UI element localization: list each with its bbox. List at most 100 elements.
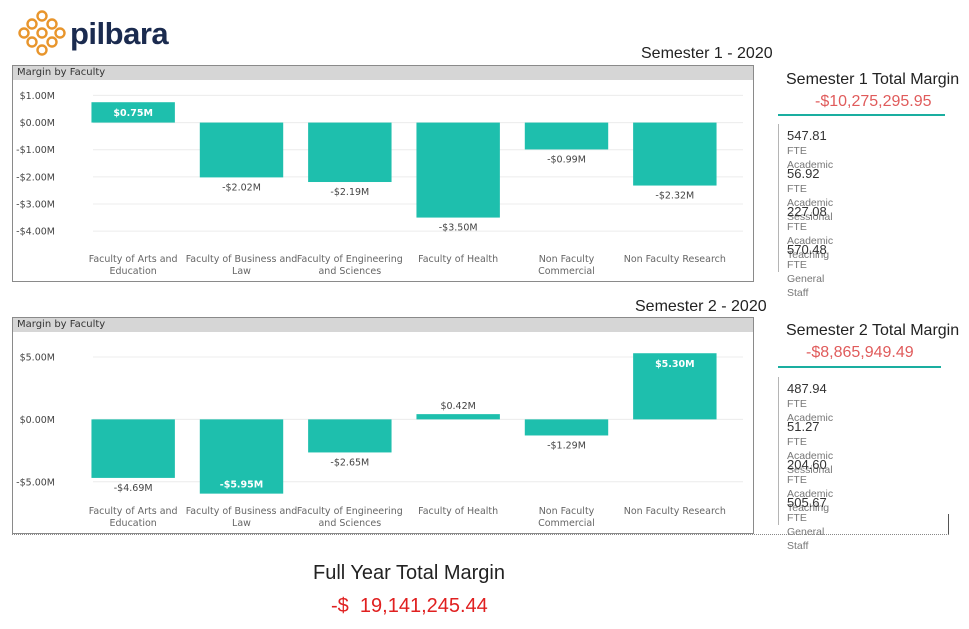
y-tick-label: $0.00M — [20, 415, 55, 426]
y-tick-label: $0.00M — [20, 118, 55, 129]
kpi-label: FTE Academic Teaching — [787, 474, 834, 514]
kpi-label: FTE Academic Teaching — [787, 221, 834, 261]
x-tick-label: Commercial — [538, 266, 595, 277]
kpi-fte-general-staff: 505.67 FTE General Staff — [787, 495, 827, 553]
bar[interactable] — [524, 419, 609, 436]
x-tick-label: Faculty of Arts and — [89, 254, 178, 265]
kpi-value: 56.92 — [787, 166, 820, 181]
x-tick-label: and Sciences — [318, 266, 381, 277]
data-label: -$2.02M — [222, 182, 261, 193]
x-tick-label: Non Faculty — [539, 254, 595, 265]
kpi-fte-academic-teaching: 227.08 FTE Academic Teaching — [787, 204, 833, 262]
x-tick-label: Education — [110, 266, 157, 277]
full-year-title: Full Year Total Margin — [313, 562, 505, 584]
kpi-label: FTE Academic Sessional — [787, 436, 834, 476]
kpi-value: 505.67 — [787, 495, 827, 510]
y-tick-label: -$1.00M — [16, 145, 55, 156]
x-tick-label: Law — [232, 266, 251, 277]
kpi-fte-academic: 487.94 FTE Academic — [787, 381, 833, 425]
bar[interactable] — [91, 419, 175, 478]
semester1-margin-chart: Margin by Faculty $1.00M $0.00M -$1.00M -$2… — [12, 65, 754, 282]
bar[interactable] — [91, 102, 175, 123]
x-tick-label: and Sciences — [318, 518, 381, 529]
chart-title: Margin by Faculty — [17, 319, 106, 330]
kpi-value: 570.48 — [787, 242, 827, 257]
section-divider-edge — [948, 514, 949, 534]
semester1-total-value: -$10,275,295.95 — [815, 93, 932, 110]
x-tick-label: Faculty of Health — [418, 254, 498, 265]
data-label: $5.30M — [655, 359, 695, 370]
data-label: -$4.69M — [114, 483, 153, 494]
semester1-title: Semester 1 - 2020 — [641, 45, 773, 62]
kpi-fte-academic: 547.81 FTE Academic — [787, 128, 833, 172]
x-tick-label: Non Faculty Research — [624, 254, 726, 265]
kpi-fte-academic-sessional: 51.27 FTE Academic Sessional — [787, 419, 833, 477]
data-label: -$0.99M — [547, 154, 586, 165]
y-tick-label: $5.00M — [20, 352, 55, 363]
bar[interactable] — [524, 122, 609, 150]
kpi-fte-academic-teaching: 204.60 FTE Academic Teaching — [787, 457, 833, 515]
semester2-total-value: -$8,865,949.49 — [806, 344, 914, 361]
x-tick-label: Faculty of Arts and — [89, 506, 178, 517]
data-label: $0.75M — [113, 108, 153, 119]
semester2-total-title: Semester 2 Total Margin — [786, 322, 960, 339]
kpi-fte-academic-sessional: 56.92 FTE Academic Sessional — [787, 166, 833, 224]
x-tick-label: Faculty of Business and — [186, 254, 298, 265]
kpi-label: FTE Academic Sessional — [787, 183, 834, 223]
kpi-value: 51.27 — [787, 419, 820, 434]
data-label: $0.42M — [440, 401, 475, 412]
pilbara-logo-icon — [18, 10, 66, 56]
y-tick-label: $1.00M — [20, 91, 55, 102]
kpi-label: FTE Academic — [787, 398, 834, 424]
x-tick-label: Faculty of Engineering — [297, 254, 403, 265]
data-label: -$1.29M — [547, 440, 586, 451]
bar[interactable] — [633, 353, 717, 420]
bar[interactable] — [416, 122, 500, 218]
kpi-fte-general-staff: 570.48 FTE General Staff — [787, 242, 827, 300]
semester2-total-underline — [778, 366, 941, 368]
chart-title: Margin by Faculty — [17, 67, 106, 78]
data-label: -$2.32M — [655, 191, 694, 202]
x-tick-label: Faculty of Business and — [186, 506, 298, 517]
y-tick-label: -$4.00M — [16, 227, 55, 238]
section-divider — [12, 534, 949, 535]
kpi-label: FTE Academic — [787, 145, 834, 171]
bar[interactable] — [199, 122, 284, 178]
kpi-value: 487.94 — [787, 381, 827, 396]
data-label: -$2.19M — [330, 187, 369, 198]
x-tick-label: Education — [110, 518, 157, 529]
bar[interactable] — [308, 122, 392, 183]
semester1-total-title: Semester 1 Total Margin — [786, 71, 960, 88]
semester2-kpi-panel: 487.94 FTE Academic 51.27 FTE Academic Ses… — [778, 377, 833, 552]
kpi-label: FTE General Staff — [787, 259, 825, 299]
y-tick-label: -$3.00M — [16, 200, 55, 211]
x-tick-label: Commercial — [538, 518, 595, 529]
y-tick-label: -$5.00M — [16, 477, 55, 488]
full-year-value: -$ 19,141,245.44 — [331, 595, 488, 617]
semester1-kpi-panel: 547.81 FTE Academic 56.92 FTE Academic Ses… — [778, 124, 833, 299]
bar[interactable] — [308, 419, 392, 453]
chart-header: Margin by Faculty — [13, 318, 753, 332]
chart-header: Margin by Faculty — [13, 66, 753, 80]
x-tick-label: Faculty of Health — [418, 506, 498, 517]
chart-svg: $5.00M $0.00M -$5.00M -$4.69M Faculty of Art… — [16, 352, 743, 529]
kpi-value: 547.81 — [787, 128, 827, 143]
semester2-title: Semester 2 - 2020 — [635, 298, 767, 315]
x-tick-label: Law — [232, 518, 251, 529]
semester2-margin-chart: Margin by Faculty $5.00M $0.00M -$5.00M -$4… — [12, 317, 754, 534]
bar[interactable] — [633, 122, 717, 186]
semester1-total-underline — [778, 114, 945, 116]
kpi-label: FTE General Staff — [787, 512, 825, 552]
y-tick-label: -$2.00M — [16, 172, 55, 183]
bar[interactable] — [199, 419, 284, 494]
data-label: -$3.50M — [439, 223, 478, 234]
kpi-value: 204.60 — [787, 457, 827, 472]
pilbara-logo: pilbara — [18, 10, 169, 56]
x-tick-label: Non Faculty — [539, 506, 595, 517]
data-label: -$2.65M — [330, 457, 369, 468]
chart-svg: $1.00M $0.00M -$1.00M -$2.00M -$3.00M -$4.00M… — [16, 91, 743, 277]
x-tick-label: Faculty of Engineering — [297, 506, 403, 517]
data-label: -$5.95M — [220, 480, 263, 491]
brand-name: pilbara — [70, 15, 169, 51]
bar[interactable] — [416, 414, 500, 420]
